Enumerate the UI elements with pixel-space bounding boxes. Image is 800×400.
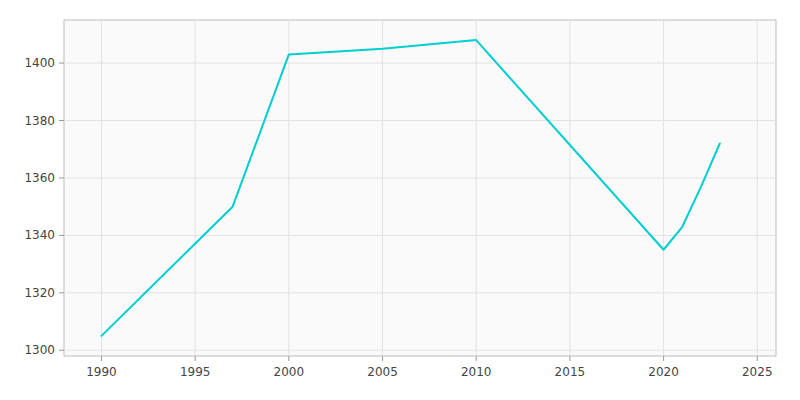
x-tick — [663, 356, 664, 361]
y-tick-label: 1380 — [24, 114, 55, 128]
y-tick-label: 1400 — [24, 56, 55, 70]
grid — [64, 20, 776, 356]
x-tick — [476, 356, 477, 361]
y-tick — [59, 350, 64, 351]
y-tick-label: 1320 — [24, 286, 55, 300]
x-grid-line — [288, 20, 289, 356]
y-grid-line — [64, 350, 776, 351]
x-tick — [569, 356, 570, 361]
x-grid-line — [101, 20, 102, 356]
x-grid-line — [476, 20, 477, 356]
x-tick-label: 2010 — [461, 365, 492, 379]
x-tick — [757, 356, 758, 361]
chart-container: 1990 1995 2000 2005 2010 2015 2020 2025 1300 1320… — [0, 0, 800, 400]
x-tick — [382, 356, 383, 361]
x-tick-label: 2005 — [367, 365, 398, 379]
x-tick-label: 2000 — [274, 365, 305, 379]
x-grid-line — [757, 20, 758, 356]
y-tick — [59, 235, 64, 236]
x-grid-line — [195, 20, 196, 356]
y-tick-label: 1340 — [24, 228, 55, 242]
y-tick-label: 1360 — [24, 171, 55, 185]
data-line — [101, 40, 719, 336]
y-grid-line — [64, 235, 776, 236]
x-tick-label: 1995 — [180, 365, 211, 379]
x-tick-label: 2025 — [742, 365, 773, 379]
x-tick-label: 2020 — [648, 365, 679, 379]
y-tick — [59, 63, 64, 64]
x-tick — [101, 356, 102, 361]
x-grid-line — [382, 20, 383, 356]
y-tick — [59, 292, 64, 293]
x-grid-line — [569, 20, 570, 356]
x-tick — [195, 356, 196, 361]
y-grid-line — [64, 292, 776, 293]
x-grid-line — [663, 20, 664, 356]
y-grid-line — [64, 120, 776, 121]
x-tick-label: 2015 — [555, 365, 586, 379]
data-layer — [101, 40, 719, 336]
y-tick — [59, 120, 64, 121]
y-tick — [59, 177, 64, 178]
y-grid-line — [64, 177, 776, 178]
y-tick-label: 1300 — [24, 343, 55, 357]
plot-frame — [64, 20, 776, 356]
axes: 1990 1995 2000 2005 2010 2015 2020 2025 1300 1320… — [24, 56, 772, 379]
chart-svg: 1990 1995 2000 2005 2010 2015 2020 2025 1300 1320… — [0, 0, 800, 400]
x-tick — [288, 356, 289, 361]
x-tick-label: 1990 — [86, 365, 117, 379]
y-grid-line — [64, 63, 776, 64]
